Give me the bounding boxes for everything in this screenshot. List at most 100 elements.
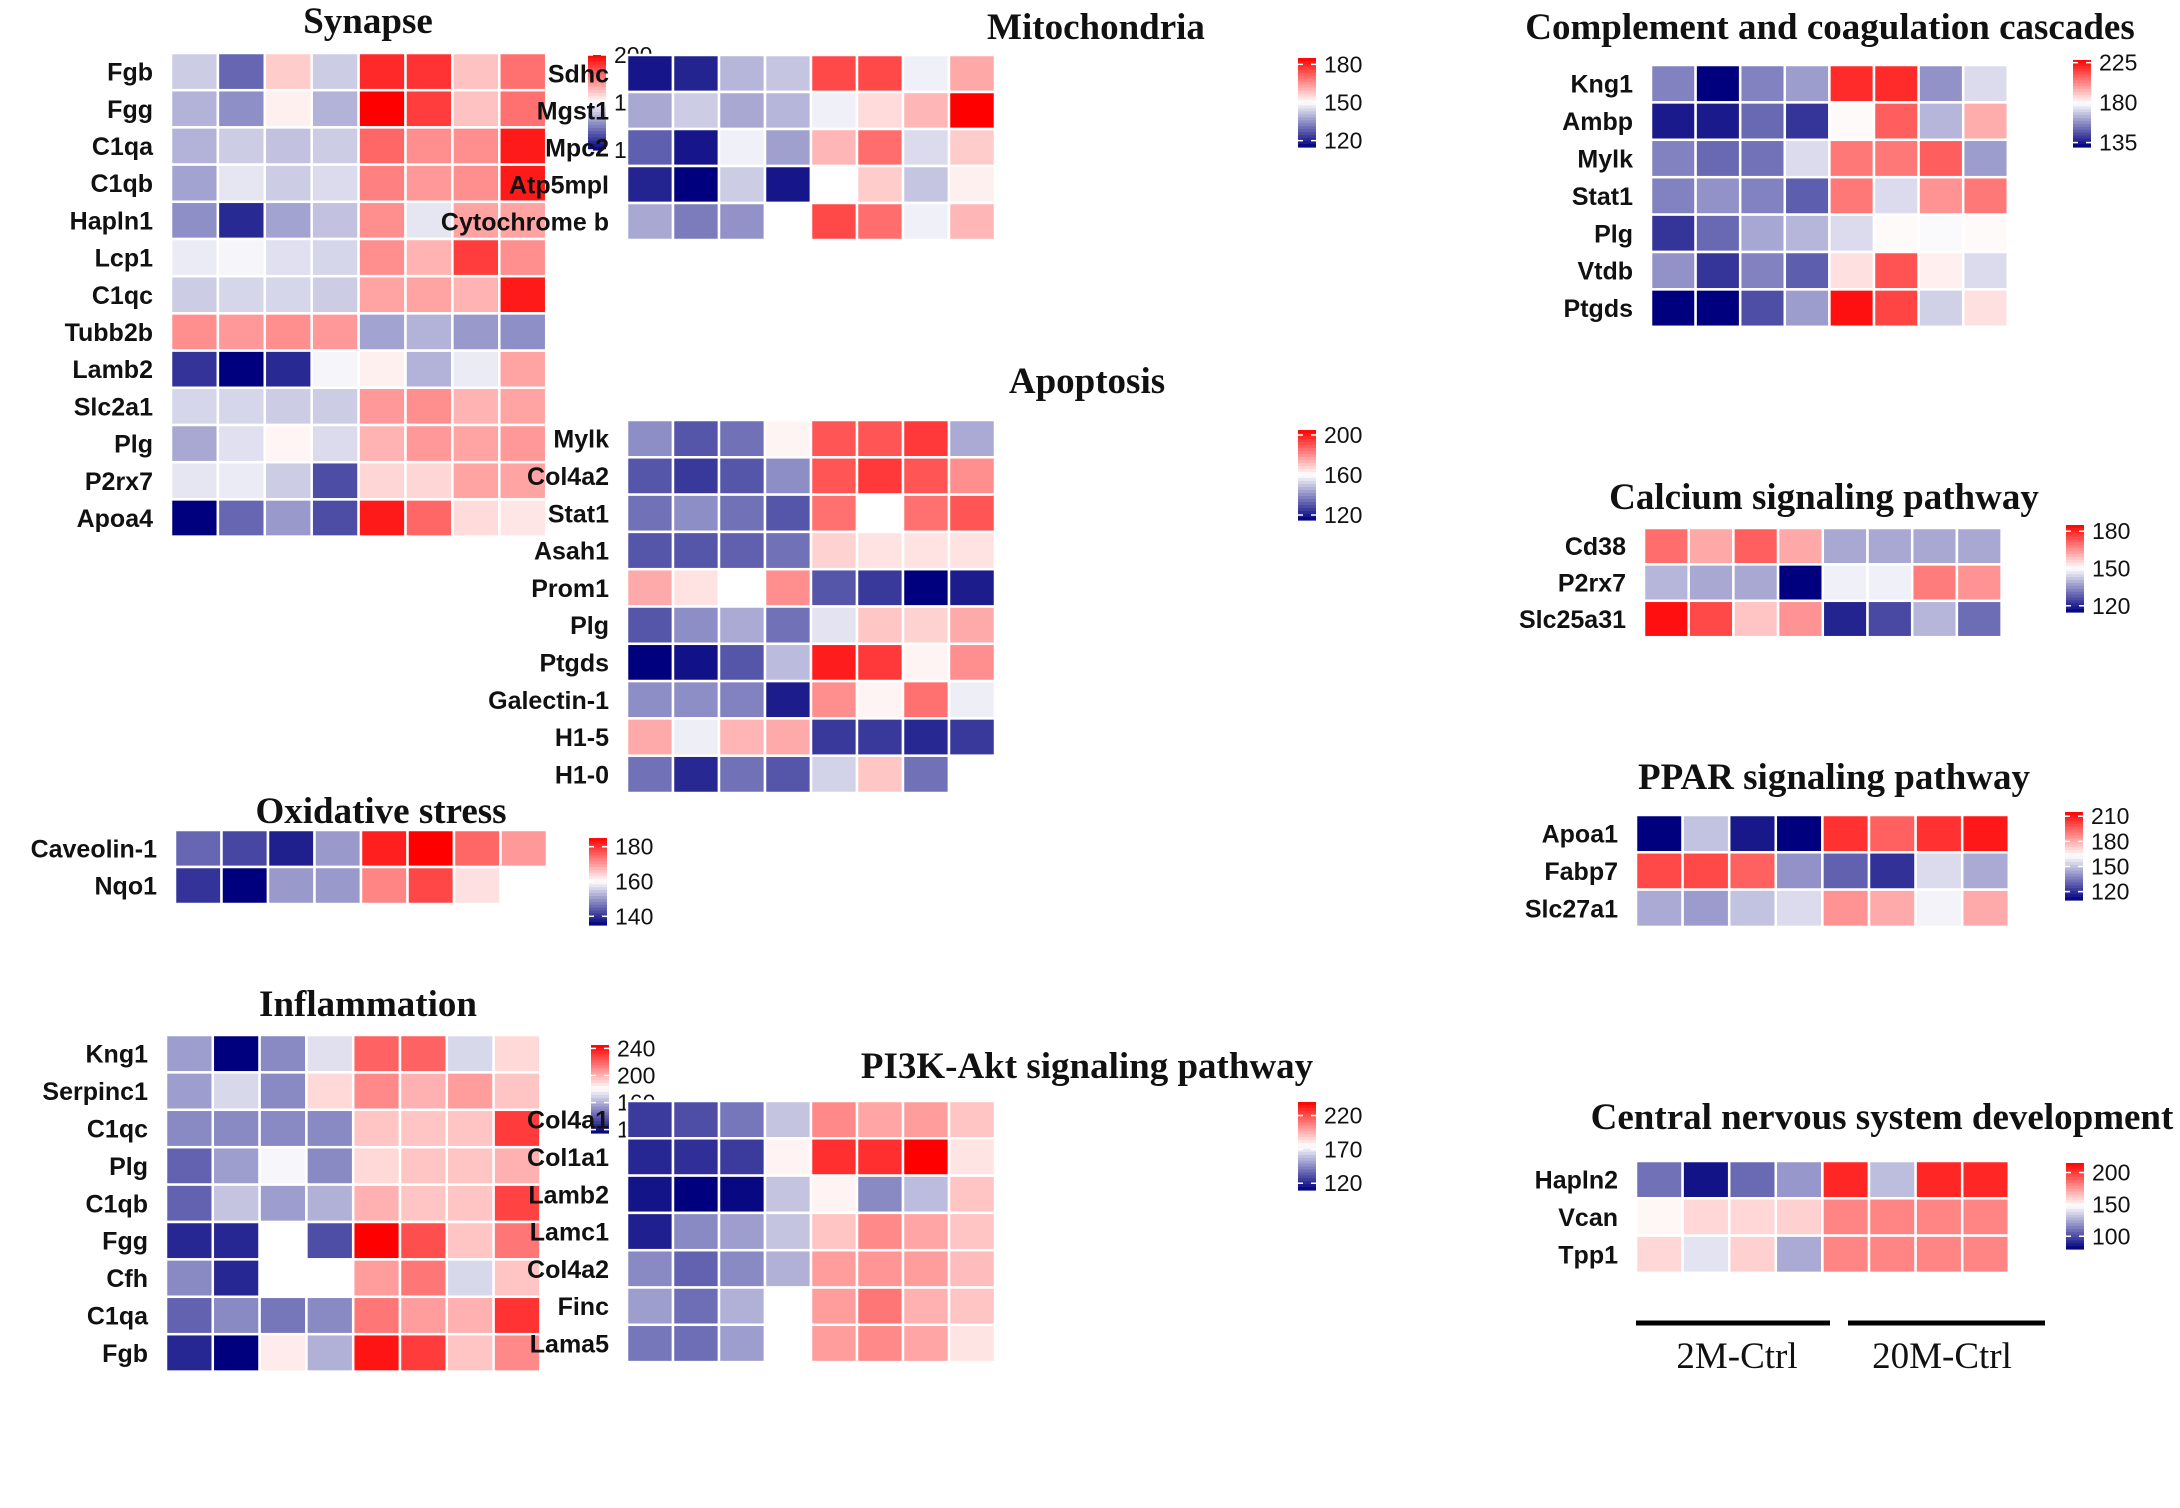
- legend-swatch: [589, 890, 607, 894]
- heatmap-cell: [169, 423, 220, 464]
- row-label: Finc: [558, 1293, 609, 1321]
- legend-swatch: [2066, 594, 2084, 599]
- legend-swatch: [2065, 856, 2083, 860]
- legend-swatch: [588, 105, 606, 110]
- legend-swatch: [591, 1103, 609, 1108]
- heatmap-cell: [625, 493, 675, 534]
- heatmap-cell: [357, 312, 407, 352]
- legend-swatch: [2066, 556, 2084, 561]
- legend-swatch: [2065, 814, 2083, 819]
- legend-swatch: [2066, 1234, 2084, 1239]
- heatmap-cell: [498, 498, 548, 538]
- heatmap-cell: [1642, 599, 1690, 639]
- legend-swatch: [2073, 83, 2091, 87]
- row-label: Lamb2: [72, 356, 153, 384]
- legend-swatch: [589, 898, 607, 903]
- heatmap-cell: [498, 88, 548, 129]
- heatmap-cell: [717, 642, 767, 683]
- heatmap-cell: [809, 530, 859, 571]
- legend-swatch: [2066, 606, 2084, 610]
- heatmap-cell: [1774, 1234, 1824, 1275]
- legend-tick-label: 140: [615, 903, 653, 929]
- heatmap-cell: [855, 90, 905, 131]
- heatmap-cell: [809, 679, 859, 720]
- heatmap-title: Calcium signaling pathway: [1609, 477, 2039, 518]
- legend-swatch: [588, 118, 606, 123]
- heatmap-cell: [1738, 138, 1787, 179]
- heatmap-cell: [451, 51, 501, 92]
- heatmap-cell: [499, 828, 549, 869]
- legend-swatch: [589, 843, 607, 848]
- legend-swatch: [1298, 481, 1316, 485]
- heatmap-cell: [625, 642, 675, 683]
- legend-swatch: [1298, 442, 1316, 446]
- group-annotation: 2M-Ctrl 20M-Ctrl: [1636, 1320, 2045, 1377]
- heatmap-cell: [1634, 1159, 1684, 1200]
- legend-swatch: [1298, 472, 1316, 476]
- heatmap-calcium: Calcium signaling pathway Cd38 P2rx7 Slc25a…: [1519, 477, 2130, 639]
- heatmap-cell: [398, 1033, 449, 1074]
- heatmap-cell: [809, 754, 859, 795]
- heatmap-cell: [451, 126, 501, 166]
- legend-swatch: [2073, 109, 2091, 113]
- heatmap-cell: [211, 1033, 261, 1074]
- legend-swatch: [2066, 603, 2084, 607]
- legend-swatch: [589, 872, 607, 877]
- heatmap-cell: [1917, 213, 1965, 254]
- legend-swatch: [2066, 1243, 2084, 1247]
- heatmap-cell: [1917, 288, 1965, 329]
- heatmap-cell: [855, 754, 905, 795]
- legend-swatch: [1298, 135, 1316, 139]
- heatmap-cell: [855, 456, 905, 496]
- legend-tick-label: 150: [2091, 853, 2129, 879]
- heatmap-cell: [625, 418, 675, 459]
- legend-swatch: [1298, 517, 1316, 521]
- legend-swatch: [1298, 1148, 1316, 1153]
- legend-swatch: [588, 121, 606, 126]
- heatmap-cell: [855, 53, 905, 94]
- legend-swatch: [1298, 469, 1316, 473]
- legend-swatch: [2065, 873, 2083, 878]
- heatmap-cell: [1738, 288, 1787, 329]
- heatmap-cell: [1828, 175, 1876, 216]
- heatmap-cell: [498, 163, 548, 204]
- heatmap-cell: [1738, 101, 1787, 142]
- heatmap-cell: [310, 200, 360, 241]
- legend-swatch: [589, 916, 607, 920]
- heatmap-cell: [855, 201, 905, 242]
- heatmap-cell: [305, 1295, 355, 1336]
- heatmap-cell: [1783, 213, 1831, 254]
- legend-swatch: [1298, 1166, 1316, 1171]
- heatmap-cell: [357, 498, 407, 538]
- heatmap-cell: [1732, 563, 1780, 603]
- color-legend: 200 160 120: [1298, 422, 1362, 528]
- heatmap-cell: [216, 460, 267, 501]
- legend-swatch: [588, 99, 606, 104]
- legend-swatch: [591, 1115, 609, 1119]
- legend-swatch: [588, 131, 606, 135]
- legend-swatch: [2073, 60, 2091, 64]
- legend-swatch: [588, 64, 606, 69]
- heatmap-cell: [492, 1220, 542, 1261]
- heatmap-cell: [717, 1211, 767, 1252]
- legend-tick-label: 135: [2099, 130, 2137, 156]
- legend-swatch: [2066, 1208, 2084, 1213]
- legend-swatch: [2065, 897, 2083, 901]
- legend-swatch: [589, 852, 607, 856]
- heatmap-cell: [717, 1286, 767, 1327]
- legend-swatch: [2065, 861, 2083, 866]
- legend-swatch: [591, 1127, 609, 1131]
- heatmap-cell: [855, 1323, 905, 1364]
- legend-swatch: [591, 1059, 609, 1064]
- heatmap-cell: [263, 274, 313, 315]
- legend-swatch: [1298, 478, 1316, 482]
- row-label: H1-0: [555, 761, 609, 789]
- legend-swatch: [589, 913, 607, 917]
- heatmap-cell: [351, 1071, 402, 1112]
- legend-swatch: [588, 83, 606, 88]
- legend-swatch: [2066, 1246, 2084, 1250]
- legend-swatch: [2073, 115, 2091, 119]
- legend-swatch: [1298, 114, 1316, 118]
- heatmap-cell: [169, 498, 220, 538]
- heatmap-cell: [310, 274, 360, 315]
